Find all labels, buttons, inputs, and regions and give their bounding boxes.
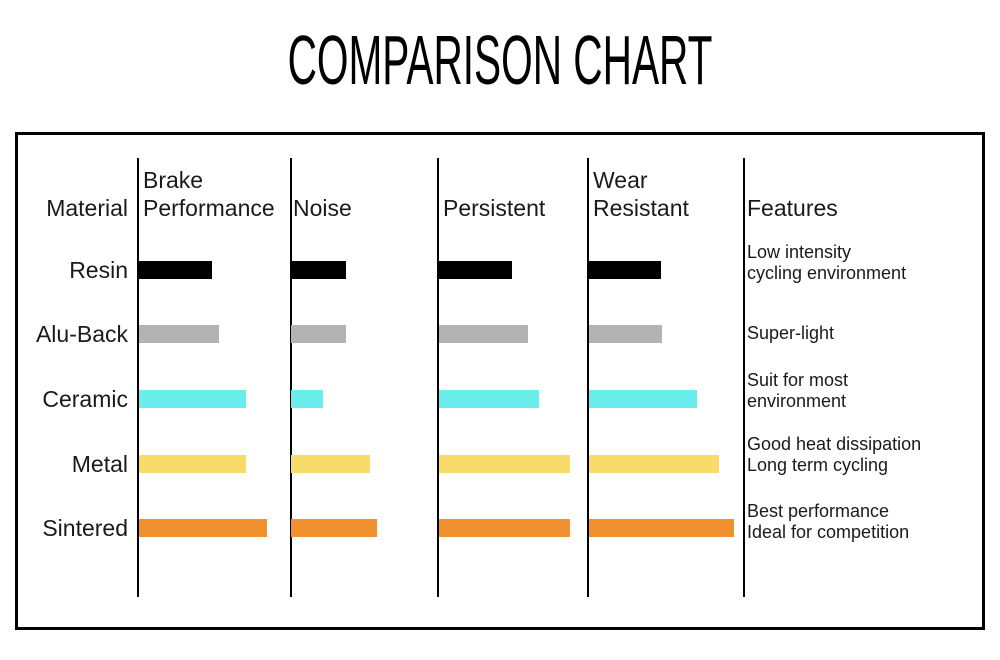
bar-metal-persistent: [439, 455, 570, 473]
bar-ceramic-persistent: [439, 390, 539, 408]
bar-sintered-noise: [291, 519, 377, 537]
feature-text-ceramic: Suit for most environment: [747, 370, 849, 411]
bar-sintered-wear-resistant: [589, 519, 734, 537]
bar-resin-noise: [291, 261, 346, 279]
column-header-wear-resistant: Wear Resistant: [593, 167, 689, 221]
bar-ceramic-noise: [291, 390, 323, 408]
column-header-noise: Noise: [293, 195, 352, 221]
column-divider: [587, 158, 589, 597]
row-label-metal: Metal: [71, 451, 128, 477]
column-divider: [743, 158, 745, 597]
bar-sintered-persistent: [439, 519, 570, 537]
feature-text-metal: Good heat dissipation Long term cycling: [747, 434, 922, 475]
bar-metal-noise: [291, 455, 370, 473]
chart-frame: Material Brake Performance Noise Persist…: [15, 132, 985, 630]
bar-metal-brake-performance: [139, 455, 246, 473]
feature-text-alu-back: Super-light: [747, 323, 835, 343]
bar-alu-back-wear-resistant: [589, 325, 662, 343]
bar-alu-back-noise: [291, 325, 346, 343]
bar-ceramic-wear-resistant: [589, 390, 697, 408]
column-header-features: Features: [747, 195, 838, 221]
column-header-brake-performance: Brake Performance: [143, 167, 275, 221]
feature-text-resin: Low intensity cycling environment: [747, 242, 907, 283]
feature-text-sintered: Best performance Ideal for competition: [747, 501, 910, 542]
row-label-ceramic: Ceramic: [42, 386, 128, 412]
bar-sintered-brake-performance: [139, 519, 267, 537]
bar-alu-back-persistent: [439, 325, 528, 343]
column-divider: [137, 158, 139, 597]
row-label-resin: Resin: [69, 257, 128, 283]
column-header-persistent: Persistent: [443, 195, 546, 221]
bar-resin-persistent: [439, 261, 512, 279]
column-divider: [290, 158, 292, 597]
bar-metal-wear-resistant: [589, 455, 719, 473]
row-label-alu-back: Alu-Back: [35, 321, 128, 347]
bar-resin-brake-performance: [139, 261, 212, 279]
bar-resin-wear-resistant: [589, 261, 661, 279]
row-label-sintered: Sintered: [42, 515, 128, 541]
column-divider: [437, 158, 439, 597]
bar-alu-back-brake-performance: [139, 325, 219, 343]
bar-ceramic-brake-performance: [139, 390, 246, 408]
column-header-material: Material: [46, 195, 128, 221]
page-title: COMPARISON CHART: [287, 21, 713, 99]
